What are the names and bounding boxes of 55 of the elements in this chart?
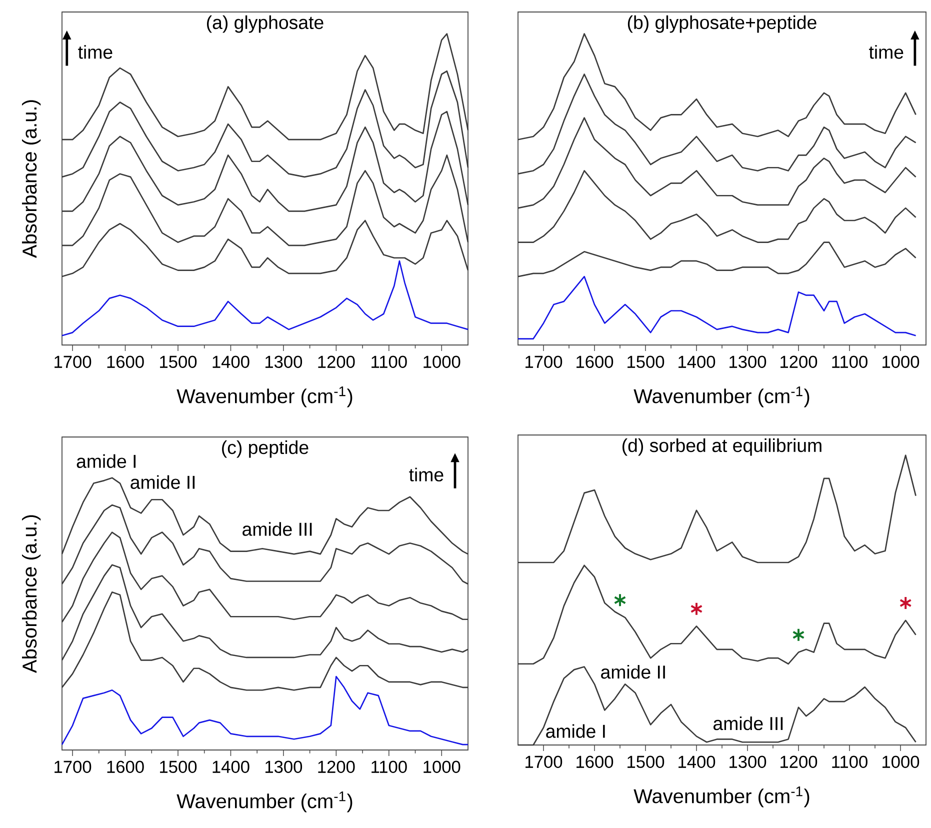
x-tick-label: 1700 — [54, 760, 92, 773]
x-tick-label: 1700 — [526, 356, 562, 368]
x-tick-label: 1200 — [318, 760, 355, 773]
x-axis-title: Wavenumber (cm$^{-1}$) — [634, 786, 810, 808]
x-tick-label: 1600 — [576, 756, 614, 768]
x-tick-label: 1500 — [628, 756, 664, 768]
annotation: amide III — [242, 522, 312, 536]
x-tick-label: 1100 — [832, 756, 868, 768]
x-axis-title: Wavenumber (cm$^{-1}$) — [176, 791, 352, 812]
x-tick-label: 1400 — [212, 356, 250, 368]
annotation: time — [409, 468, 444, 482]
x-tick-label: 1400 — [212, 760, 250, 773]
x-tick-label: 1500 — [628, 356, 664, 368]
annotation: time — [78, 45, 112, 59]
x-tick-label: 1000 — [882, 356, 920, 368]
chart-title: (c) peptide — [222, 440, 308, 458]
x-tick-label: 1100 — [372, 760, 407, 773]
x-tick-label: 1600 — [107, 760, 144, 773]
y-axis-title: Absorbance (a.u.) — [22, 100, 41, 258]
annotation: amide III — [714, 716, 783, 730]
x-tick-label: 1300 — [265, 760, 302, 773]
annotation: amide I — [546, 724, 605, 738]
text: amide I — [76, 454, 136, 468]
x-tick-label: 1200 — [780, 356, 818, 368]
x-tick-label: 1100 — [832, 356, 868, 368]
x-tick-label: 1500 — [160, 760, 197, 773]
x-tick-label: 1500 — [160, 356, 197, 368]
point — [690, 602, 703, 616]
y-axis-title: Absorbance (a.u.) — [22, 515, 41, 673]
x-tick-label: 1300 — [265, 356, 302, 368]
point — [614, 593, 626, 608]
annotation: time — [869, 45, 904, 59]
x-tick-label: 1200 — [318, 356, 355, 368]
point — [899, 596, 912, 610]
x-tick-label: 1100 — [372, 356, 407, 368]
chart-title: (b) glyphosate+peptide — [628, 15, 816, 33]
x-tick-label: 1000 — [882, 756, 920, 768]
x-tick-label: 1400 — [678, 756, 716, 768]
point — [792, 628, 805, 642]
x-tick-label: 1400 — [678, 356, 716, 368]
x-axis-title: Wavenumber (cm$^{-1}$) — [634, 386, 810, 408]
x-axis-title: Wavenumber (cm$^{-1}$) — [176, 386, 352, 408]
x-tick-label: 1000 — [424, 760, 460, 773]
x-tick-label: 1300 — [730, 356, 766, 368]
x-tick-label: 1700 — [54, 356, 92, 368]
x-tick-label: 1300 — [730, 756, 766, 768]
annotation: amide II — [130, 475, 195, 489]
x-tick-label: 1000 — [424, 356, 460, 368]
x-tick-label: 1600 — [576, 356, 614, 368]
chart-title: (a) glyphosate — [207, 15, 324, 33]
x-tick-label: 1600 — [107, 356, 144, 368]
x-tick-label: 1700 — [526, 756, 562, 768]
chart-title: (d) sorbed at equilibrium — [622, 438, 822, 456]
x-tick-label: 1200 — [780, 756, 818, 768]
annotation: amide II — [601, 664, 665, 679]
